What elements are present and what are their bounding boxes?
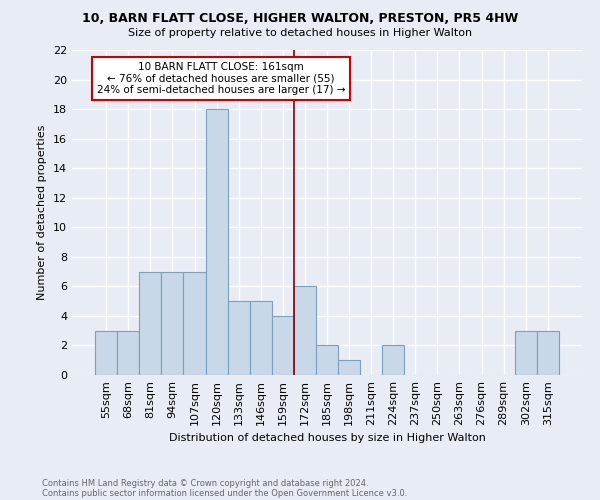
Bar [117, 330, 139, 375]
X-axis label: Distribution of detached houses by size in Higher Walton: Distribution of detached houses by size … [169, 434, 485, 444]
Bar [338, 360, 360, 375]
Bar [184, 272, 206, 375]
Bar [161, 272, 184, 375]
Y-axis label: Number of detached properties: Number of detached properties [37, 125, 47, 300]
Text: Contains public sector information licensed under the Open Government Licence v3: Contains public sector information licen… [42, 488, 407, 498]
Bar [382, 346, 404, 375]
Bar [206, 109, 227, 375]
Bar [272, 316, 294, 375]
Bar [95, 330, 117, 375]
Text: Contains HM Land Registry data © Crown copyright and database right 2024.: Contains HM Land Registry data © Crown c… [42, 478, 368, 488]
Bar [537, 330, 559, 375]
Text: 10 BARN FLATT CLOSE: 161sqm
← 76% of detached houses are smaller (55)
24% of sem: 10 BARN FLATT CLOSE: 161sqm ← 76% of det… [97, 62, 345, 95]
Bar [139, 272, 161, 375]
Bar [227, 301, 250, 375]
Text: Size of property relative to detached houses in Higher Walton: Size of property relative to detached ho… [128, 28, 472, 38]
Text: 10, BARN FLATT CLOSE, HIGHER WALTON, PRESTON, PR5 4HW: 10, BARN FLATT CLOSE, HIGHER WALTON, PRE… [82, 12, 518, 26]
Bar [294, 286, 316, 375]
Bar [515, 330, 537, 375]
Bar [316, 346, 338, 375]
Bar [250, 301, 272, 375]
